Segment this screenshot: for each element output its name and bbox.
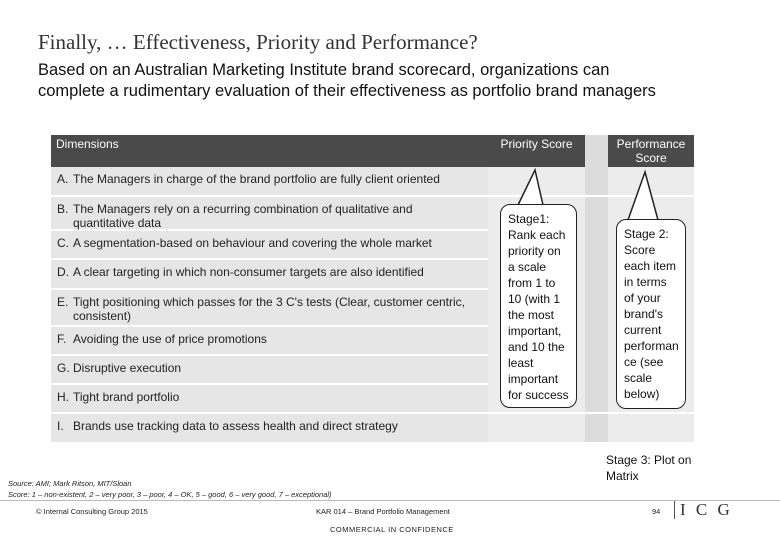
footer-course: KAR 014 – Brand Portfolio Management (316, 507, 450, 516)
header-performance-score: Performance Score (608, 135, 694, 167)
spacer-cell (585, 197, 608, 414)
dimension-row: G. Disruptive execution (51, 356, 488, 385)
slide-subtitle: Based on an Australian Marketing Institu… (38, 61, 656, 100)
stage2-text: Stage 2: Score each item in terms of you… (624, 227, 679, 401)
footer-copyright: © Internal Consulting Group 2015 (36, 507, 148, 516)
stage2-callout: Stage 2: Score each item in terms of you… (616, 219, 686, 409)
row-letter: G. (57, 361, 70, 375)
spacer-cell (585, 414, 608, 444)
row-letter: C. (57, 236, 69, 250)
row-text: A clear targeting in which non-consumer … (73, 265, 424, 279)
row-letter: I. (57, 419, 64, 433)
row-text: Tight positioning which passes for the 3… (73, 295, 466, 323)
row-text: Tight brand portfolio (73, 390, 180, 404)
dimension-row: I. Brands use tracking data to assess he… (51, 414, 488, 444)
stage1-pointer (516, 167, 544, 206)
row-text: Brands use tracking data to assess healt… (73, 419, 398, 433)
row-letter: D. (57, 265, 69, 279)
slide-title: Finally, … Effectiveness, Priority and P… (38, 30, 478, 54)
header-priority-score: Priority Score (488, 135, 585, 167)
row-letter: H. (57, 390, 69, 404)
source-note: Source: AMI; Mark Ritson, MIT/Sloan (8, 479, 132, 488)
dimension-row: H. Tight brand portfolio (51, 385, 488, 414)
footer-page-number: 94 (652, 507, 661, 516)
footer-confidential: COMMERCIAL IN CONFIDENCE (330, 525, 454, 534)
stage2-pointer (626, 169, 659, 221)
stage1-callout: Stage1: Rank each priority on a scale fr… (500, 204, 577, 408)
row-letter: E. (57, 295, 69, 309)
spacer-cell (585, 167, 608, 197)
icg-logo: I C G (680, 500, 733, 519)
stage1-text: Stage1: Rank each priority on a scale fr… (508, 212, 569, 402)
dimension-row: B. The Managers rely on a recurring comb… (51, 197, 488, 231)
score-scale-note: Score: 1 – non-existent, 2 – very poor, … (8, 490, 332, 499)
dimension-row: A. The Managers in charge of the brand p… (51, 167, 488, 197)
row-letter: F. (57, 332, 67, 346)
row-text: A segmentation-based on behaviour and co… (73, 236, 432, 250)
header-spacer (585, 135, 608, 167)
priority-cell (488, 414, 585, 444)
dimension-row: C. A segmentation-based on behaviour and… (51, 231, 488, 260)
logo-divider (674, 501, 675, 519)
dimension-row: E. Tight positioning which passes for th… (51, 290, 488, 327)
dimension-row: D. A clear targeting in which non-consum… (51, 260, 488, 290)
header-dimensions: Dimensions (51, 135, 488, 167)
row-text: The Managers in charge of the brand port… (73, 172, 440, 186)
dimension-row: F. Avoiding the use of price promotions (51, 327, 488, 356)
row-letter: B. (57, 202, 69, 216)
row-text: Disruptive execution (73, 361, 182, 375)
row-text: Avoiding the use of price promotions (73, 332, 267, 346)
row-text: The Managers rely on a recurring combina… (73, 202, 413, 230)
performance-cell (608, 414, 694, 444)
footer-divider (0, 500, 780, 501)
row-letter: A. (57, 172, 69, 186)
stage3-note: Stage 3: Plot on Matrix (606, 453, 692, 483)
